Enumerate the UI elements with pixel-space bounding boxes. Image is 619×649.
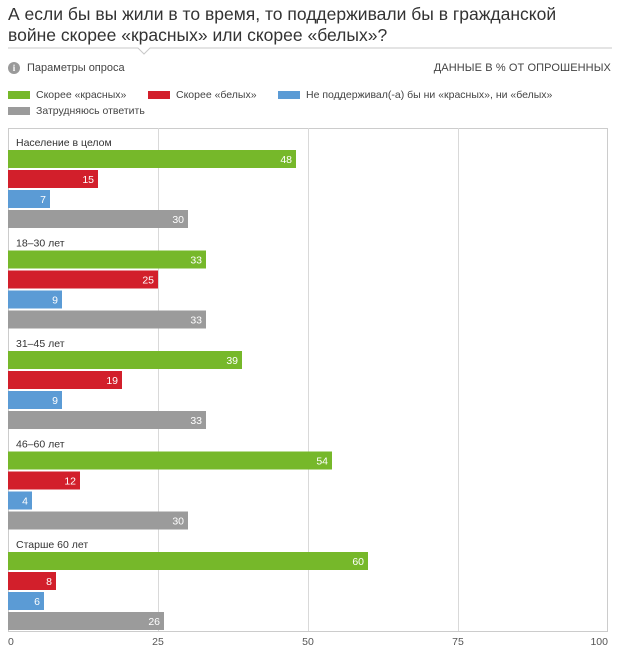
data-label: 6	[34, 596, 40, 608]
legend-item-undecided: Затрудняюсь ответить	[8, 105, 145, 117]
bar	[8, 491, 32, 510]
chart-title: А если бы вы жили в то время, то поддерж…	[8, 4, 557, 45]
header-divider	[8, 47, 612, 55]
bar	[8, 290, 62, 309]
data-label: 33	[190, 315, 202, 327]
bar	[8, 351, 242, 369]
bar	[8, 411, 206, 429]
info-icon: i	[8, 62, 20, 74]
legend-item-red-side: Скорее «красных»	[8, 89, 126, 101]
bar	[8, 310, 206, 329]
category-label: Старше 60 лет	[16, 539, 88, 551]
data-label: 9	[52, 295, 58, 307]
data-label: 30	[172, 516, 184, 528]
legend-label: Скорее «белых»	[176, 89, 257, 101]
x-tick-label: 50	[302, 636, 314, 648]
category-label: 18–30 лет	[16, 238, 65, 250]
legend-swatch	[8, 91, 30, 99]
data-units-note: ДАННЫЕ В % ОТ ОПРОШЕННЫХ	[433, 62, 611, 74]
x-tick-label: 25	[152, 636, 164, 648]
data-label: 30	[172, 214, 184, 226]
data-label: 33	[190, 415, 202, 427]
bar	[8, 552, 368, 570]
bar	[8, 612, 164, 630]
data-label: 60	[352, 556, 364, 568]
bar	[8, 572, 56, 590]
x-tick-label: 100	[590, 636, 608, 648]
survey-params-label: Параметры опроса	[27, 62, 125, 74]
data-label: 39	[226, 355, 238, 367]
bar	[8, 250, 206, 269]
bar	[8, 170, 98, 188]
bar	[8, 592, 44, 610]
category-label: 46–60 лет	[16, 439, 65, 451]
bar	[8, 150, 296, 168]
data-label: 8	[46, 576, 52, 588]
bar	[8, 511, 188, 530]
bar	[8, 210, 188, 228]
survey-params-toggle[interactable]: i Параметры опроса	[8, 60, 125, 76]
data-label: 25	[142, 275, 154, 287]
chart-legend: Скорее «красных» Скорее «белых» Не подде…	[8, 89, 612, 121]
data-label: 33	[190, 255, 202, 267]
x-tick-label: 0	[8, 636, 14, 648]
legend-item-neither: Не поддерживал(-а) бы ни «красных», ни «…	[278, 89, 552, 101]
data-label: 54	[316, 456, 328, 468]
category-label: 31–45 лет	[16, 338, 65, 350]
x-tick-label: 75	[452, 636, 464, 648]
data-label: 26	[148, 616, 160, 628]
legend-label: Затрудняюсь ответить	[36, 105, 145, 117]
data-label: 7	[40, 194, 46, 206]
data-label: 48	[280, 154, 292, 166]
data-label: 12	[64, 476, 76, 488]
bar	[8, 471, 80, 490]
data-label: 9	[52, 395, 58, 407]
bar	[8, 270, 158, 289]
bar	[8, 391, 62, 409]
data-label: 4	[22, 496, 28, 508]
bar	[8, 190, 50, 208]
bar	[8, 451, 332, 470]
legend-label: Скорее «красных»	[36, 89, 127, 101]
data-label: 19	[106, 375, 118, 387]
bar	[8, 371, 122, 389]
legend-label: Не поддерживал(-а) бы ни «красных», ни «…	[306, 89, 553, 101]
legend-swatch	[8, 107, 30, 115]
legend-item-white-side: Скорее «белых»	[148, 89, 257, 101]
category-label: Население в целом	[16, 137, 112, 149]
legend-swatch	[148, 91, 170, 99]
data-label: 15	[82, 174, 94, 186]
legend-swatch	[278, 91, 300, 99]
